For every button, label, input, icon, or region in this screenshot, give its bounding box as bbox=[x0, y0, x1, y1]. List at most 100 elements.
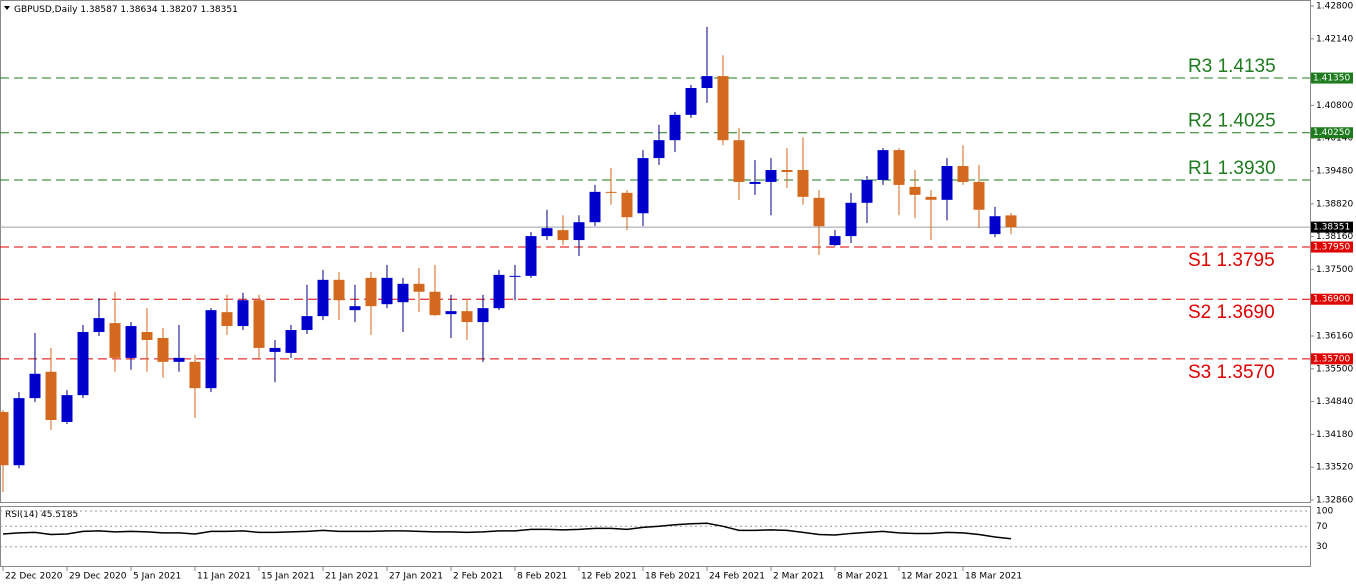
level-value: 1.3930 bbox=[1218, 158, 1276, 179]
candle-body bbox=[941, 166, 953, 200]
candle-body bbox=[637, 158, 649, 214]
header-low: 1.38207 bbox=[161, 5, 198, 15]
x-tick-label: 18 Feb 2021 bbox=[645, 572, 701, 582]
level-label: S1 1.3795 bbox=[1188, 250, 1275, 271]
candle-body bbox=[0, 412, 9, 466]
y-tick-label: 1.40800 bbox=[1316, 101, 1353, 111]
candle-body bbox=[765, 170, 777, 182]
level-label: R2 1.4025 bbox=[1188, 111, 1276, 132]
candle-body bbox=[909, 186, 921, 195]
candle-body bbox=[605, 191, 617, 193]
candle-body bbox=[397, 283, 409, 303]
candle-body bbox=[445, 311, 457, 315]
header-close: 1.38351 bbox=[201, 5, 238, 15]
rsi-tick-label: 100 bbox=[1316, 507, 1333, 517]
candle-body bbox=[893, 150, 905, 185]
level-axis-label: 1.40250 bbox=[1313, 128, 1350, 138]
rsi-value: 45.5185 bbox=[41, 510, 78, 520]
level-label: S3 1.3570 bbox=[1188, 362, 1275, 383]
candle-body bbox=[653, 140, 665, 159]
candle-body bbox=[141, 332, 153, 340]
candle-body bbox=[685, 88, 697, 115]
candle-body bbox=[381, 277, 393, 305]
candle-body bbox=[413, 283, 425, 292]
candle-body bbox=[173, 357, 185, 362]
candle-body bbox=[109, 323, 121, 358]
candle-body bbox=[845, 202, 857, 237]
y-tick-label: 1.32860 bbox=[1316, 496, 1353, 506]
candle-body bbox=[333, 279, 345, 301]
level-axis-label: 1.41350 bbox=[1313, 74, 1350, 84]
candle-body bbox=[285, 330, 297, 353]
candle-body bbox=[973, 181, 985, 210]
x-tick-label: 2 Feb 2021 bbox=[453, 572, 503, 582]
current-price-box bbox=[1311, 221, 1353, 233]
candle-body bbox=[269, 347, 281, 352]
candle-body bbox=[541, 228, 553, 237]
level-label: S2 1.3690 bbox=[1188, 302, 1275, 323]
rsi-name: RSI(14) bbox=[5, 510, 38, 520]
rsi-header: RSI(14) 45.5185 bbox=[5, 510, 78, 520]
level-name: R3 bbox=[1188, 56, 1212, 77]
level-axis-label: 1.36900 bbox=[1313, 295, 1350, 305]
collapse-icon[interactable] bbox=[4, 6, 10, 10]
level-value: 1.4135 bbox=[1218, 56, 1276, 77]
candle-body bbox=[525, 236, 537, 276]
candle-body bbox=[797, 170, 809, 197]
candle-body bbox=[429, 291, 441, 316]
candle-body bbox=[509, 275, 521, 277]
level-value: 1.4025 bbox=[1218, 111, 1276, 132]
y-tick-label: 1.37500 bbox=[1316, 265, 1353, 275]
candle-body bbox=[717, 76, 729, 141]
candle-body bbox=[861, 179, 873, 203]
level-name: R1 bbox=[1188, 158, 1212, 179]
level-name: S3 bbox=[1188, 362, 1211, 383]
candle-body bbox=[77, 332, 89, 396]
candle-body bbox=[61, 395, 73, 422]
level-value: 1.3570 bbox=[1217, 362, 1275, 383]
candle-body bbox=[701, 76, 713, 89]
y-tick-label: 1.38160 bbox=[1316, 232, 1353, 242]
x-tick-label: 22 Dec 2020 bbox=[5, 572, 63, 582]
level-axis-box bbox=[1311, 353, 1353, 365]
x-tick-label: 18 Mar 2021 bbox=[965, 572, 1022, 582]
rsi-line bbox=[2, 522, 1012, 540]
candle-body bbox=[589, 191, 601, 223]
candle-body bbox=[493, 274, 505, 309]
level-axis-label: 1.35700 bbox=[1313, 354, 1350, 364]
candle-body bbox=[365, 277, 377, 307]
candle-body bbox=[989, 216, 1001, 235]
candle-body bbox=[813, 197, 825, 227]
candle-body bbox=[733, 140, 745, 182]
y-tick-label: 1.34840 bbox=[1316, 397, 1353, 407]
chart-title: GBPUSD,Daily bbox=[14, 5, 78, 15]
candle-body bbox=[477, 308, 489, 323]
candle-body bbox=[221, 312, 233, 327]
level-axis-box bbox=[1311, 241, 1353, 253]
candle-body bbox=[349, 306, 361, 311]
y-tick-label: 1.42140 bbox=[1316, 34, 1353, 44]
candle-body bbox=[205, 310, 217, 389]
header-open: 1.38587 bbox=[80, 5, 117, 15]
x-tick-label: 12 Feb 2021 bbox=[581, 572, 637, 582]
x-tick-label: 21 Jan 2021 bbox=[325, 572, 379, 582]
candle-body bbox=[749, 181, 761, 184]
candle-body bbox=[253, 300, 265, 348]
rsi-panel bbox=[0, 506, 1311, 567]
candle-body bbox=[301, 316, 313, 331]
x-tick-label: 2 Mar 2021 bbox=[773, 572, 824, 582]
x-tick-label: 5 Jan 2021 bbox=[133, 572, 181, 582]
candle-body bbox=[877, 150, 889, 180]
candle-body bbox=[237, 300, 249, 327]
level-axis-box bbox=[1311, 293, 1353, 305]
level-axis-label: 1.37950 bbox=[1313, 243, 1350, 253]
price-panel bbox=[0, 0, 1311, 503]
level-value: 1.3795 bbox=[1217, 250, 1275, 271]
level-label: R1 1.3930 bbox=[1188, 158, 1276, 179]
y-tick-label: 1.42800 bbox=[1316, 2, 1353, 12]
candle-body bbox=[157, 337, 169, 362]
y-tick-label: 1.39480 bbox=[1316, 166, 1353, 176]
x-tick-label: 12 Mar 2021 bbox=[901, 572, 958, 582]
candle-body bbox=[669, 114, 681, 141]
candle-body bbox=[189, 361, 201, 389]
